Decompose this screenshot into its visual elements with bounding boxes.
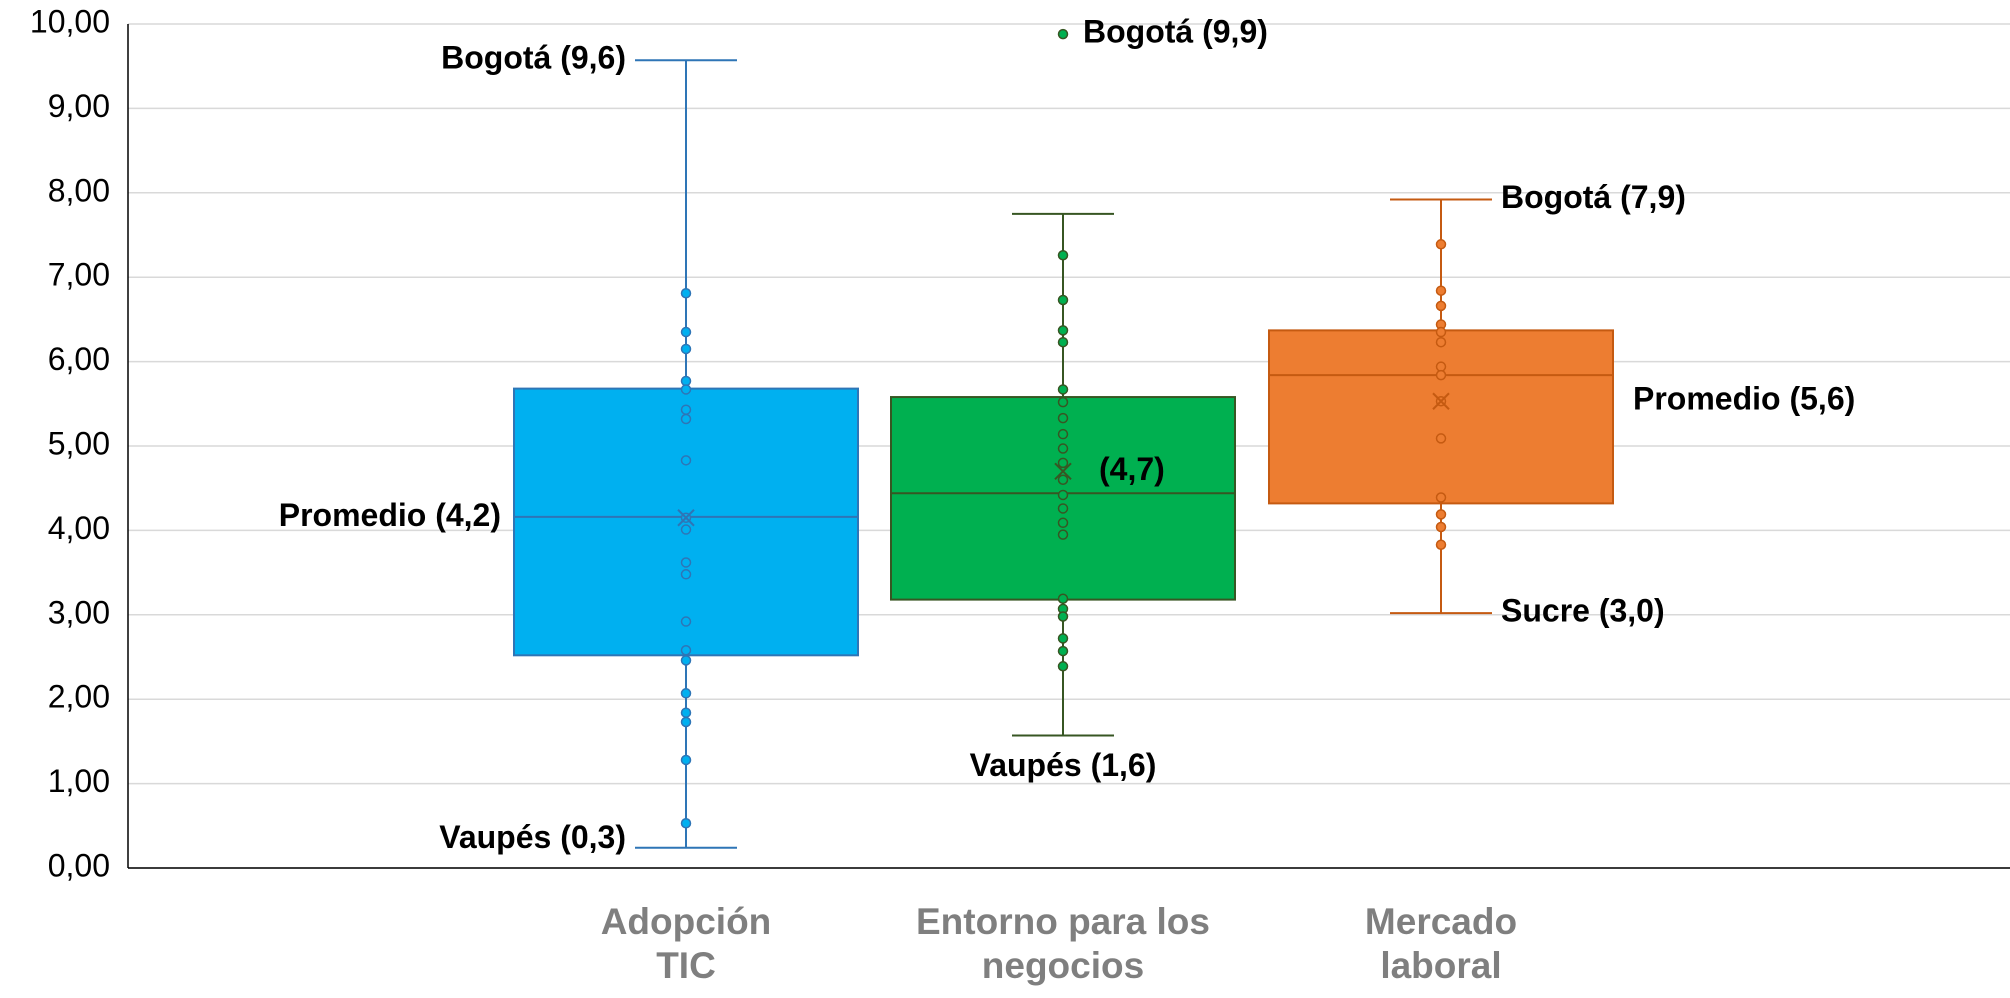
- data-point: [680, 375, 692, 387]
- data-point: [1435, 300, 1447, 312]
- data-point: [1435, 539, 1447, 550]
- data-point: [680, 557, 692, 568]
- data-point: [1057, 489, 1069, 501]
- y-tick-label: 6,00: [48, 341, 110, 377]
- data-point: [1435, 509, 1447, 520]
- data-point: [1057, 661, 1069, 672]
- y-tick-label: 0,00: [48, 847, 110, 883]
- data-point: [680, 655, 692, 666]
- annotation: Vaupés (0,3): [439, 819, 626, 855]
- y-tick-label: 2,00: [48, 679, 110, 715]
- annotation: Bogotá (7,9): [1501, 179, 1686, 215]
- mean-marker: [677, 509, 695, 527]
- data-point: [680, 644, 692, 656]
- data-point: [680, 688, 692, 699]
- outlier: [1057, 28, 1069, 40]
- data-point: [1435, 326, 1447, 338]
- x-tick-label: Mercado laboral: [1364, 901, 1518, 986]
- data-point: [1435, 492, 1447, 503]
- data-point: [1057, 633, 1069, 644]
- data-point: [680, 455, 692, 466]
- data-point: [1435, 285, 1447, 296]
- annotation: (4,7): [1099, 451, 1165, 487]
- data-point: [1057, 428, 1069, 440]
- data-point: [1057, 517, 1069, 529]
- mean-marker: [1054, 462, 1072, 481]
- annotation: Bogotá (9,9): [1083, 14, 1268, 50]
- data-point: [1435, 369, 1447, 381]
- annotation: Bogotá (9,6): [441, 40, 626, 76]
- y-tick-label: 4,00: [48, 510, 110, 546]
- data-point: [680, 413, 692, 425]
- data-point: [680, 569, 692, 580]
- data-point: [1057, 529, 1069, 540]
- x-tick-label: Adopción TIC: [600, 901, 772, 986]
- annotation: Promedio (5,6): [1633, 381, 1855, 417]
- data-point: [1057, 250, 1069, 261]
- data-point: [1435, 433, 1447, 444]
- data-point: [1057, 325, 1069, 336]
- y-tick-label: 1,00: [48, 763, 110, 799]
- data-point: [1435, 336, 1447, 348]
- data-point: [680, 384, 692, 395]
- annotation: Sucre (3,0): [1501, 593, 1665, 629]
- y-tick-label: 7,00: [48, 257, 110, 293]
- annotation: Promedio (4,2): [279, 497, 501, 533]
- data-point: [680, 343, 692, 355]
- data-point: [1057, 474, 1069, 486]
- data-point: [680, 818, 692, 829]
- box: [1268, 329, 1614, 505]
- data-point: [1057, 396, 1069, 408]
- annotation: Vaupés (1,6): [970, 747, 1157, 783]
- data-point: [1057, 593, 1069, 605]
- data-point: [1057, 645, 1069, 657]
- data-point: [1057, 611, 1069, 622]
- data-point: [1435, 361, 1447, 372]
- data-point: [680, 754, 692, 766]
- data-point: [680, 616, 692, 627]
- data-point: [1435, 239, 1447, 250]
- data-point: [1057, 294, 1069, 306]
- data-point: [1057, 443, 1069, 454]
- data-point: [680, 287, 692, 299]
- data-point: [1057, 457, 1069, 469]
- data-point: [680, 707, 692, 718]
- data-point: [1057, 384, 1069, 395]
- data-point: [680, 404, 692, 415]
- mean-marker: [1432, 392, 1450, 410]
- data-point: [680, 716, 692, 728]
- data-point: [1057, 412, 1069, 424]
- x-tick-label: Entorno para los negocios: [916, 901, 1210, 986]
- y-tick-label: 10,00: [30, 3, 110, 39]
- y-tick-label: 9,00: [48, 88, 110, 124]
- data-point: [1057, 336, 1069, 348]
- y-tick-label: 3,00: [48, 594, 110, 630]
- data-point: [1435, 521, 1447, 533]
- data-point: [680, 524, 692, 535]
- y-tick-label: 5,00: [48, 425, 110, 461]
- data-point: [1057, 503, 1069, 514]
- data-point: [680, 326, 692, 338]
- y-tick-label: 8,00: [48, 172, 110, 208]
